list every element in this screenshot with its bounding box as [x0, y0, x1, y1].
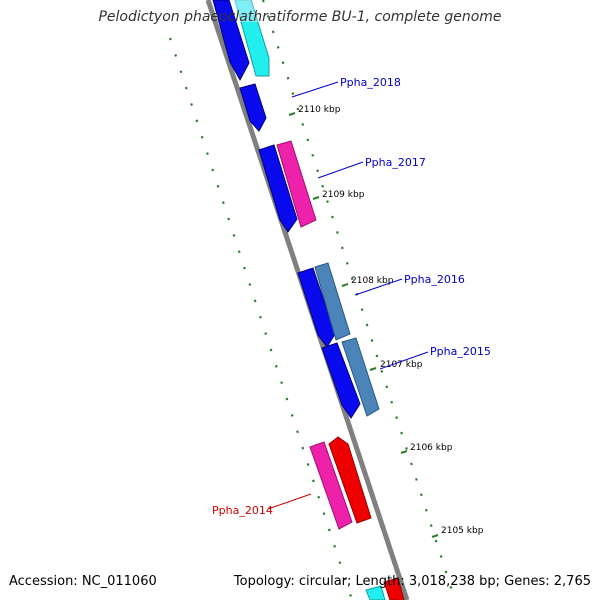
gene-arrow[interactable]: [297, 267, 336, 348]
kbp-tick-label: 2107 kbp: [380, 360, 423, 370]
kbp-tick-label: 2105 kbp: [441, 526, 484, 536]
kbp-tick-label: 2106 kbp: [410, 443, 453, 453]
map-title: Pelodictyon phaeoclathratiforme BU-1, co…: [98, 9, 502, 25]
accession-text: Accession: NC_011060: [9, 574, 157, 589]
gene-label-ppha-2015[interactable]: Ppha_2015: [430, 345, 491, 358]
gene-arrow-ppha-2015[interactable]: [341, 337, 380, 417]
gene-arrow[interactable]: [321, 342, 361, 419]
genome-summary-text: Topology: circular; Length: 3,018,238 bp…: [233, 574, 591, 589]
gene-labels: Ppha_2018 Ppha_2017 Ppha_2016 Ppha_2015 …: [212, 76, 491, 517]
gene-arrow[interactable]: [212, 0, 250, 82]
gene-label-ppha-2014[interactable]: Ppha_2014: [212, 504, 273, 517]
gene-label-ppha-2016[interactable]: Ppha_2016: [404, 273, 465, 286]
kbp-ticks: 2110 kbp 2109 kbp 2108 kbp 2107 kbp 2106…: [288, 105, 484, 538]
kbp-tick-label: 2110 kbp: [298, 105, 341, 115]
gene-arrow[interactable]: [258, 144, 298, 233]
gene-label-ppha-2018[interactable]: Ppha_2018: [340, 76, 401, 89]
gene-arrow[interactable]: [328, 436, 372, 524]
gene-arrow-ppha-2017[interactable]: [276, 140, 317, 228]
gene-arrow-ppha-2016[interactable]: [314, 262, 351, 341]
kbp-tick-label: 2109 kbp: [322, 190, 365, 200]
kbp-tick-label: 2108 kbp: [351, 276, 394, 286]
gene-arrow-ppha-2018[interactable]: [239, 83, 267, 132]
gene-features: [212, 0, 405, 601]
gene-arrow-ppha-2014[interactable]: [309, 441, 353, 530]
gene-label-ppha-2017[interactable]: Ppha_2017: [365, 156, 426, 169]
